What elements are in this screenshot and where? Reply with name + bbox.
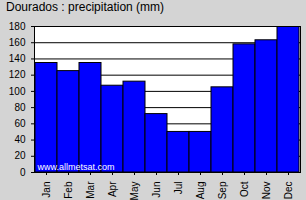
svg-text:20: 20 — [14, 150, 26, 161]
svg-text:www.allmetsat.com: www.allmetsat.com — [37, 162, 115, 172]
svg-text:0: 0 — [20, 167, 26, 178]
svg-text:Jan: Jan — [41, 182, 52, 198]
svg-text:60: 60 — [14, 118, 26, 129]
svg-text:Apr: Apr — [107, 181, 118, 197]
svg-text:120: 120 — [9, 69, 26, 80]
svg-text:Feb: Feb — [63, 181, 74, 199]
svg-text:Aug: Aug — [195, 182, 206, 200]
svg-text:80: 80 — [14, 102, 26, 113]
svg-text:160: 160 — [9, 37, 26, 48]
svg-text:Oct: Oct — [239, 181, 250, 197]
svg-text:Dec: Dec — [283, 182, 294, 200]
svg-text:Jul: Jul — [173, 182, 184, 195]
svg-text:100: 100 — [9, 86, 26, 97]
svg-text:180: 180 — [9, 21, 26, 32]
svg-text:Nov: Nov — [261, 182, 272, 200]
svg-text:Sep: Sep — [217, 181, 228, 199]
svg-text:Jun: Jun — [151, 182, 162, 198]
svg-text:140: 140 — [9, 53, 26, 64]
svg-text:Mar: Mar — [85, 181, 96, 199]
svg-text:40: 40 — [14, 134, 26, 145]
svg-text:May: May — [129, 182, 140, 200]
html-text:Dourados : precipitation (mm): Dourados : precipitation (mm) — [6, 0, 165, 14]
